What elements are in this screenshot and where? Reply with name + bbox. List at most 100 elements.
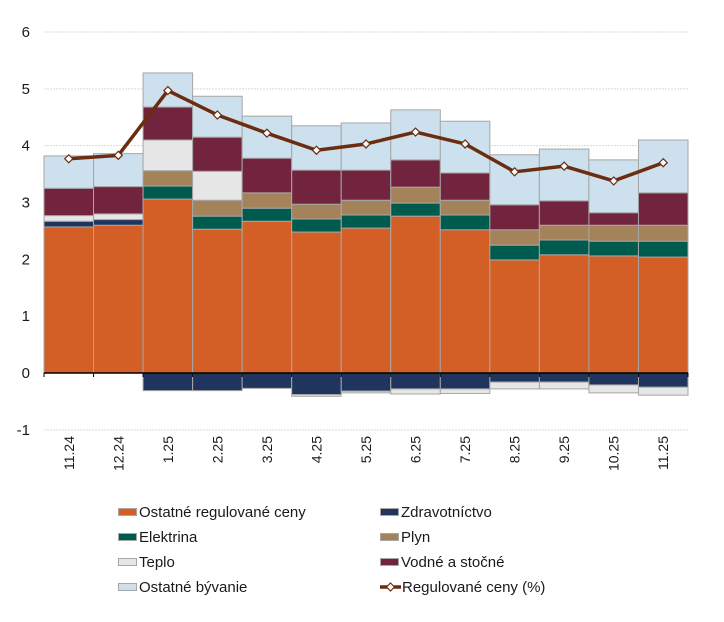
bar-segment-ostatn-regulovan-ceny xyxy=(241,220,293,374)
y-tick-label: -1 xyxy=(17,422,30,439)
y-tick-label: 1 xyxy=(22,308,30,325)
bar-segment-ostatn-b-vanie xyxy=(588,159,639,214)
bar-segment-teplo xyxy=(439,388,491,394)
line-marker xyxy=(410,127,421,137)
x-tick-label: 1.25 xyxy=(160,436,176,463)
bar-segment-plyn xyxy=(291,203,342,220)
bar-segment-ostatn-regulovan-ceny xyxy=(192,228,243,374)
bar-segment-elektrina xyxy=(489,244,540,261)
legend-line-swatch xyxy=(380,582,401,592)
bar-segment-elektrina xyxy=(340,214,392,229)
bar-segment-elektrina xyxy=(439,214,491,231)
bar-segment-ostatn-regulovan-ceny xyxy=(538,254,590,374)
legend-item: Teplo xyxy=(118,552,175,572)
legend-swatch xyxy=(380,533,399,541)
bar-segment-vodn-a-sto-n- xyxy=(439,172,491,201)
legend-label: Teplo xyxy=(139,553,175,571)
legend-label: Vodné a stočné xyxy=(401,553,505,571)
x-tick-label: 11.24 xyxy=(61,436,77,470)
line-marker xyxy=(212,110,223,120)
chart: -1 0 1 2 3 4 5 6 11.24 12.24 1.25 2.25 3.25 4.25 5.25… xyxy=(17,24,689,471)
legend-swatch xyxy=(118,533,137,541)
line-marker xyxy=(509,166,520,177)
bar-segment-vodn-a-sto-n- xyxy=(340,169,392,201)
legend-item: Ostatné regulované ceny xyxy=(118,502,306,522)
bar-segment-ostatn-regulovan-ceny xyxy=(390,215,441,374)
bar-segment-teplo xyxy=(291,394,342,397)
bar-segment-plyn xyxy=(390,186,441,204)
bar-segment-plyn xyxy=(241,192,293,209)
legend-label: Plyn xyxy=(401,528,431,546)
legend-swatch xyxy=(118,558,137,566)
legend-swatch xyxy=(380,508,399,516)
legend-item: Regulované ceny (%) xyxy=(380,577,545,597)
bar-segment-teplo xyxy=(142,139,194,172)
y-tick-label: 5 xyxy=(22,81,30,98)
bar-segment-vodn-a-sto-n- xyxy=(390,159,441,188)
bar-segment-plyn xyxy=(142,170,194,187)
bar-segment-vodn-a-sto-n- xyxy=(637,192,689,226)
line-marker xyxy=(162,85,173,96)
bar-segment-plyn xyxy=(192,199,243,217)
legend-swatch xyxy=(118,583,137,591)
bar-segment-teplo xyxy=(588,384,639,394)
bar-segment-zdravotn-ctvo xyxy=(489,372,540,383)
bar-segment-vodn-a-sto-n- xyxy=(291,169,342,205)
bar-segment-plyn xyxy=(340,199,392,216)
bar-segment-zdravotn-ctvo xyxy=(538,372,590,383)
legend-swatch xyxy=(380,558,399,566)
x-tick-label: 5.25 xyxy=(358,436,374,463)
bar-segment-plyn xyxy=(538,224,590,241)
legend-item: Ostatné bývanie xyxy=(118,577,247,597)
bar-segment-teplo xyxy=(390,388,441,395)
y-tick-label: 2 xyxy=(22,251,30,268)
bar-segment-ostatn-regulovan-ceny xyxy=(489,259,540,374)
bar-segment-ostatn-regulovan-ceny xyxy=(93,224,144,374)
bar-segment-vodn-a-sto-n- xyxy=(93,186,144,215)
axes xyxy=(43,372,689,377)
bar-segment-zdravotn-ctvo xyxy=(291,372,342,396)
legend-swatch xyxy=(118,508,137,516)
x-tick-label: 11.25 xyxy=(655,436,671,470)
y-tick-label: 3 xyxy=(22,195,30,212)
line-series xyxy=(63,85,669,186)
bar-segment-plyn xyxy=(637,224,689,242)
bar-segment-elektrina xyxy=(538,239,590,256)
bars xyxy=(43,72,689,397)
bar-segment-ostatn-regulovan-ceny xyxy=(588,255,639,374)
bar-segment-plyn xyxy=(588,224,639,242)
bar-segment-zdravotn-ctvo xyxy=(93,219,144,226)
legend-item: Elektrina xyxy=(118,527,197,547)
line-marker xyxy=(262,128,272,139)
y-axis-ticks: -1 0 1 2 3 4 5 6 xyxy=(17,24,30,439)
legend-label: Regulované ceny (%) xyxy=(402,578,546,596)
bar-segment-zdravotn-ctvo xyxy=(241,372,293,389)
bar-segment-zdravotn-ctvo xyxy=(340,372,392,392)
x-tick-label: 6.25 xyxy=(408,436,424,463)
bar-segment-teplo xyxy=(43,215,95,222)
line-marker xyxy=(113,150,124,161)
bar-segment-zdravotn-ctvo xyxy=(439,372,491,390)
bar-segment-vodn-a-sto-n- xyxy=(43,187,95,217)
bar-segment-teplo xyxy=(489,381,540,390)
bar-segment-elektrina xyxy=(241,207,293,222)
bar-segment-teplo xyxy=(538,381,590,390)
line-marker xyxy=(559,161,570,171)
x-tick-label: 10.25 xyxy=(606,436,622,471)
bar-segment-ostatn-regulovan-ceny xyxy=(637,256,689,374)
line-marker xyxy=(63,153,74,164)
legend-item: Zdravotníctvo xyxy=(380,502,492,522)
y-tick-label: 0 xyxy=(22,365,30,382)
line-marker xyxy=(361,139,371,149)
y-tick-label: 6 xyxy=(22,24,30,41)
bar-segment-zdravotn-ctvo xyxy=(43,220,95,228)
bar-segment-ostatn-regulovan-ceny xyxy=(340,227,392,374)
legend-label: Ostatné bývanie xyxy=(139,578,248,596)
legend-label: Ostatné regulované ceny xyxy=(139,503,306,521)
bar-segment-teplo xyxy=(340,390,392,394)
x-tick-label: 4.25 xyxy=(308,436,324,463)
x-tick-label: 2.25 xyxy=(209,436,225,463)
bar-segment-elektrina xyxy=(142,185,194,200)
x-axis-ticks: 11.24 12.24 1.25 2.25 3.25 4.25 5.25 6.25 7.25 8.… xyxy=(61,436,671,471)
bar-segment-elektrina xyxy=(588,240,639,257)
